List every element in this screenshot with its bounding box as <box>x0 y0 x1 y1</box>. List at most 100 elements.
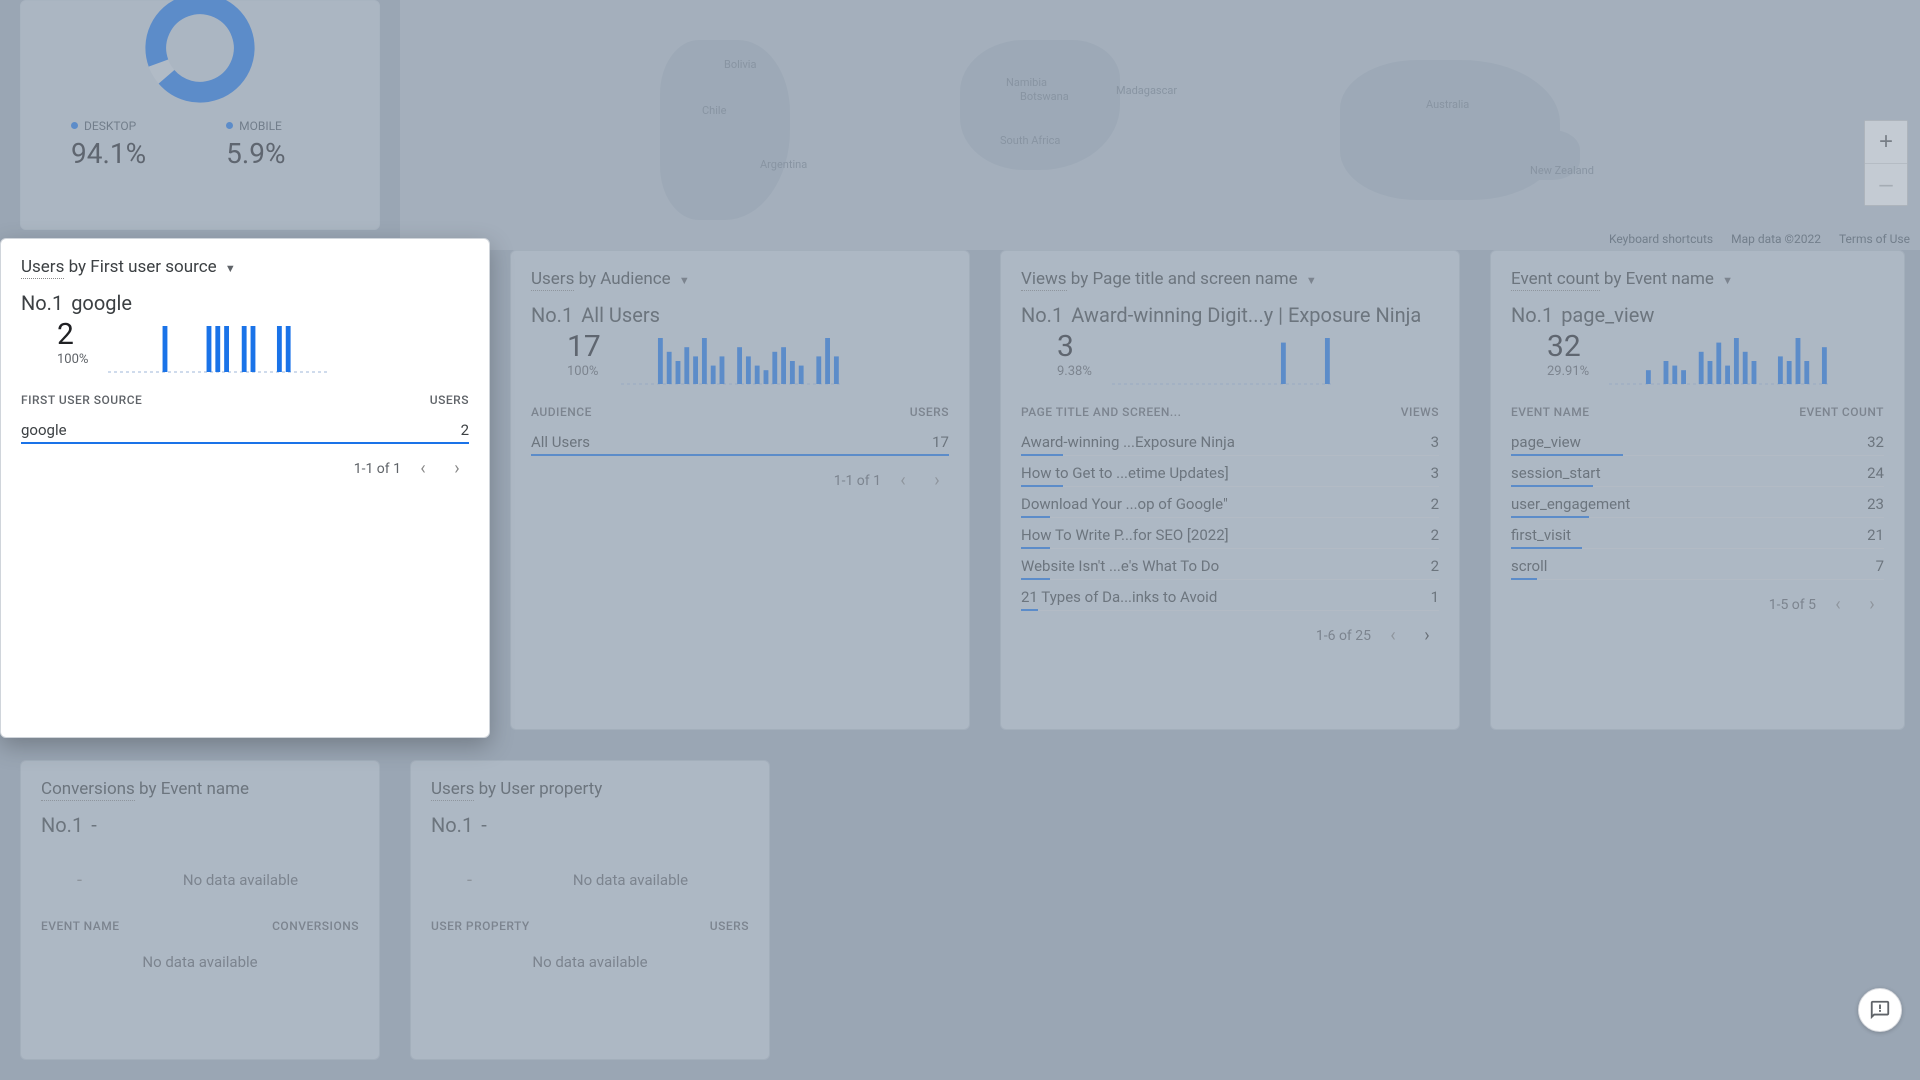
pager-prev-button[interactable]: ‹ <box>411 458 435 479</box>
pager-range: 1-1 of 1 <box>834 473 881 489</box>
pager-next-button[interactable]: › <box>1415 625 1439 646</box>
pager-range: 1-6 of 25 <box>1316 628 1371 644</box>
card-user-property[interactable]: Users by User property No.1- - No data a… <box>410 760 770 1060</box>
table-row[interactable]: Award-winning ...Exposure Ninja 3 <box>1021 425 1439 456</box>
map-label: Argentina <box>760 158 807 171</box>
rank-line: No.1All Users <box>531 303 949 327</box>
table-row[interactable]: first_visit 21 <box>1511 518 1884 549</box>
card-views-by-page[interactable]: Views by Page title and screen name ▼ No… <box>1000 250 1460 730</box>
map-zoom-out-button[interactable]: – <box>1865 163 1907 205</box>
row-label: google <box>21 421 67 439</box>
row-label: Website Isn't ...e's What To Do <box>1021 557 1219 575</box>
card-title[interactable]: Conversions by Event name <box>41 779 359 799</box>
rank-line: No.1- <box>431 813 749 837</box>
table-header: PAGE TITLE AND SCREEN...VIEWS <box>1021 405 1439 419</box>
card-event-count[interactable]: Event count by Event name ▼ No.1page_vie… <box>1490 250 1905 730</box>
table-row[interactable]: 21 Types of Da...inks to Avoid 1 <box>1021 580 1439 611</box>
row-value: 2 <box>1431 557 1439 575</box>
table-row[interactable]: user_engagement 23 <box>1511 487 1884 518</box>
row-value: 3 <box>1431 433 1439 451</box>
pager-prev-button[interactable]: ‹ <box>1381 625 1405 646</box>
pager: 1-1 of 1 ‹ › <box>21 458 469 479</box>
map-label: Madagascar <box>1116 84 1177 97</box>
map-label: Australia <box>1426 98 1469 111</box>
rank-line: No.1page_view <box>1511 303 1884 327</box>
table-row[interactable]: page_view 32 <box>1511 425 1884 456</box>
card-users-by-audience[interactable]: Users by Audience ▼ No.1All Users 17 100… <box>510 250 970 730</box>
pager-range: 1-1 of 1 <box>354 461 401 477</box>
row-value: 1 <box>1431 588 1439 606</box>
map-terms-link[interactable]: Terms of Use <box>1839 232 1910 246</box>
pager: 1-5 of 5 ‹ › <box>1511 594 1884 615</box>
card-conversions[interactable]: Conversions by Event name No.1- - No dat… <box>20 760 380 1060</box>
pager-range: 1-5 of 5 <box>1769 597 1816 613</box>
row-label: scroll <box>1511 557 1547 575</box>
card-title[interactable]: Views by Page title and screen name ▼ <box>1021 269 1439 289</box>
card-title[interactable]: Users by Audience ▼ <box>531 269 949 289</box>
chevron-down-icon: ▼ <box>1722 274 1733 287</box>
row-label: Award-winning ...Exposure Ninja <box>1021 433 1235 451</box>
table-row[interactable]: All Users 17 <box>531 425 949 456</box>
map-label: Chile <box>702 104 726 117</box>
row-label: How To Write P...for SEO [2022] <box>1021 526 1229 544</box>
pager-prev-button[interactable]: ‹ <box>891 470 915 491</box>
row-value: 21 <box>1867 526 1884 544</box>
map-keyboard-shortcuts[interactable]: Keyboard shortcuts <box>1609 232 1713 246</box>
table-header: USER PROPERTYUSERS <box>431 919 749 933</box>
card-users-by-source[interactable]: Users by First user source ▼ No.1google … <box>0 238 490 738</box>
chevron-down-icon: ▼ <box>1306 274 1317 287</box>
metric-pct: 9.38% <box>1057 364 1092 379</box>
device-breakdown-card[interactable]: DESKTOP 94.1% MOBILE 5.9% <box>20 0 380 230</box>
chevron-down-icon: ▼ <box>679 274 690 287</box>
table-row[interactable]: Download Your ...op of Google" 2 <box>1021 487 1439 518</box>
legend-desktop: DESKTOP 94.1% <box>71 119 146 170</box>
map-data-credit: Map data ©2022 <box>1731 232 1821 246</box>
pager-next-button[interactable]: › <box>1860 594 1884 615</box>
row-value: 17 <box>932 433 949 451</box>
row-value: 7 <box>1876 557 1884 575</box>
table-row[interactable]: How To Write P...for SEO [2022] 2 <box>1021 518 1439 549</box>
row-label: Download Your ...op of Google" <box>1021 495 1228 513</box>
row-value: 23 <box>1867 495 1884 513</box>
desktop-percentage: 94.1% <box>71 137 146 170</box>
table-header: FIRST USER SOURCEUSERS <box>21 393 469 407</box>
metric-value: 2 <box>57 317 88 352</box>
row-value: 3 <box>1431 464 1439 482</box>
card-title[interactable]: Users by First user source ▼ <box>21 257 469 277</box>
row-label: user_engagement <box>1511 495 1630 513</box>
pager-next-button[interactable]: › <box>445 458 469 479</box>
card-title[interactable]: Users by User property <box>431 779 749 799</box>
map-zoom-in-button[interactable]: + <box>1865 121 1907 163</box>
pager-next-button[interactable]: › <box>925 470 949 491</box>
card-title[interactable]: Event count by Event name ▼ <box>1511 269 1884 289</box>
rank-line: No.1- <box>41 813 359 837</box>
pager-prev-button[interactable]: ‹ <box>1826 594 1850 615</box>
table-row[interactable]: Website Isn't ...e's What To Do 2 <box>1021 549 1439 580</box>
map-label: Namibia <box>1006 76 1047 89</box>
table-row[interactable]: session_start 24 <box>1511 456 1884 487</box>
rank-line: No.1Award-winning Digit...y | Exposure N… <box>1021 303 1439 327</box>
map-label: Bolivia <box>724 58 756 71</box>
rank-line: No.1google <box>21 291 469 315</box>
row-label: 21 Types of Da...inks to Avoid <box>1021 588 1217 606</box>
chevron-down-icon: ▼ <box>225 262 236 275</box>
metric-value: 32 <box>1547 329 1589 364</box>
table-row[interactable]: google 2 <box>21 413 469 444</box>
device-donut-chart <box>115 0 285 113</box>
map-zoom-controls: + – <box>1864 120 1908 206</box>
row-label: session_start <box>1511 464 1601 482</box>
row-value: 2 <box>1431 495 1439 513</box>
row-label: How to Get to ...etime Updates] <box>1021 464 1229 482</box>
metric-pct: 100% <box>57 352 88 367</box>
feedback-button[interactable] <box>1858 988 1902 1032</box>
row-value: 32 <box>1867 433 1884 451</box>
metric-pct: 29.91% <box>1547 364 1589 379</box>
table-header: EVENT NAMEEVENT COUNT <box>1511 405 1884 419</box>
table-row[interactable]: How to Get to ...etime Updates] 3 <box>1021 456 1439 487</box>
map-region: BoliviaChileArgentinaNamibiaBotswanaSout… <box>400 0 1920 250</box>
map-attribution: Keyboard shortcuts Map data ©2022 Terms … <box>1609 232 1910 246</box>
table-header: EVENT NAMECONVERSIONS <box>41 919 359 933</box>
table-row[interactable]: scroll 7 <box>1511 549 1884 580</box>
row-label: All Users <box>531 433 590 451</box>
metric-value: 3 <box>1057 329 1092 364</box>
